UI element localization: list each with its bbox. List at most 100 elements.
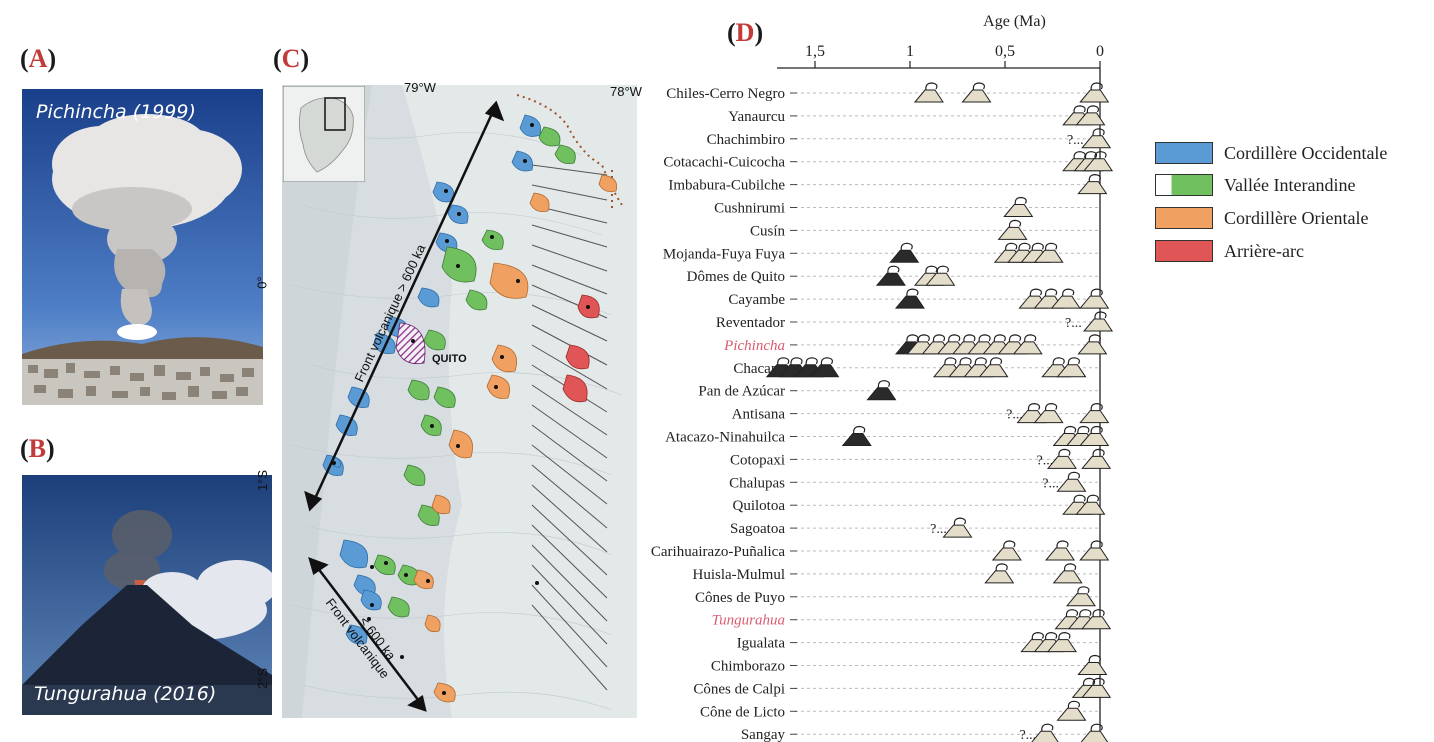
volcano-edifice-icon xyxy=(1031,723,1059,742)
volcano-edifice-icon xyxy=(1081,677,1112,698)
volcano-edifice-icon xyxy=(1046,448,1077,469)
volcano-edifice-icon xyxy=(1050,288,1081,309)
volcano-row: Yanaurcu xyxy=(728,105,1106,126)
volcano-name: Cotacachi-Cuicocha xyxy=(663,155,785,171)
volcano-row: Cône de Licto xyxy=(700,700,1100,721)
uncertain-age-marker: ?... xyxy=(1019,728,1036,742)
volcano-edifice-icon xyxy=(997,219,1028,240)
volcano-edifice-icon xyxy=(894,288,925,309)
volcano-row: Chachimbiro?... xyxy=(707,128,1112,149)
uncertain-age-marker: ?... xyxy=(930,522,947,537)
legend-interandine: Vallée Interandine xyxy=(1155,173,1355,197)
volcano-row: Chimborazo xyxy=(711,654,1108,675)
volcano-name: Huisla-Mulmul xyxy=(693,567,786,583)
volcano-row: Cônes de Calpi xyxy=(693,677,1112,698)
volcano-name: Cayambe xyxy=(728,292,785,308)
volcano-name: Quilotoa xyxy=(733,498,786,514)
occidentale-volcanoes xyxy=(322,114,542,645)
quito-label: QUITO xyxy=(432,353,467,365)
volcano-edifice-icon xyxy=(1080,723,1109,742)
volcano-name: Yanaurcu xyxy=(728,109,785,125)
uncertain-age-marker: ?... xyxy=(1037,453,1054,468)
uncertain-age-marker: ?... xyxy=(1006,408,1023,423)
volcano-edifice-icon xyxy=(1077,334,1108,355)
volcano-name: Sangay xyxy=(741,727,786,742)
legend-swatch-occidentale xyxy=(1155,142,1213,164)
lon-label-79w: 79°W xyxy=(404,80,436,95)
volcano-name: Pichincha xyxy=(723,338,785,354)
volcano-name: Dômes de Quito xyxy=(687,269,785,285)
volcano-row: Huisla-Mulmul xyxy=(693,563,1100,584)
volcano-edifice-icon xyxy=(1083,151,1114,172)
volcano-edifice-icon xyxy=(1081,609,1112,630)
volcano-row: Cusín xyxy=(750,219,1100,240)
volcano-edifice-icon xyxy=(1052,563,1083,584)
volcano-edifice-icon xyxy=(1083,311,1114,332)
volcano-row: Chiles-Cerro Negro xyxy=(666,82,1110,103)
legend-swatch-arriere-arc xyxy=(1155,240,1213,262)
volcano-edifice-icon xyxy=(1079,288,1110,309)
age-axis-title: Age (Ma) xyxy=(983,13,1046,30)
volcano-row: Cushnirumi xyxy=(714,196,1100,217)
volcano-name: Cotopaxi xyxy=(730,452,785,468)
tungurahua-eruption-image xyxy=(22,475,272,715)
volcano-name: Carihuairazo-Puñalica xyxy=(651,544,785,560)
volcano-location-map: QUITO Front volcanique > 600 ka Front vo… xyxy=(282,85,637,718)
volcano-row: Quilotoa xyxy=(733,494,1106,515)
volcano-name: Chachimbiro xyxy=(707,132,785,148)
volcano-edifice-icon xyxy=(925,265,956,286)
uncertain-age-marker: ?... xyxy=(1065,316,1082,331)
legend-arriere-arc: Arrière-arc xyxy=(1155,239,1304,263)
volcano-name: Cônes de Calpi xyxy=(693,681,785,697)
volcano-edifice-icon xyxy=(1056,471,1087,492)
volcano-edifice-icon xyxy=(1079,540,1110,561)
volcano-name: Cône de Licto xyxy=(700,704,785,720)
volcano-edifice-icon xyxy=(1065,586,1096,607)
volcano-edifice-icon xyxy=(809,357,840,378)
volcano-edifice-icon xyxy=(1079,402,1110,424)
panel-d-letter: (D) xyxy=(727,18,764,47)
volcano-name: Atacazo-Ninahuilca xyxy=(665,430,785,446)
panel-a-letter: (A) xyxy=(20,44,57,73)
volcano-name: Antisana xyxy=(732,407,786,423)
front-south-arrow xyxy=(308,556,427,712)
volcano-name: Cusín xyxy=(750,223,786,239)
volcano-row: Mojanda-Fuya Fuya xyxy=(663,242,1100,263)
volcano-name: Chalupas xyxy=(729,475,785,491)
volcano-edifice-icon xyxy=(1077,173,1108,195)
volcano-edifice-icon xyxy=(1056,357,1087,378)
volcano-rows: Chiles-Cerro Negro Yanaurcu Chachimbiro?..… xyxy=(651,82,1114,742)
volcano-edifice-icon xyxy=(913,82,944,103)
panel-c-letter: (C) xyxy=(273,44,310,73)
arriere-arc-volcanoes xyxy=(562,294,600,403)
legend-swatch-orientale xyxy=(1155,207,1213,229)
volcano-name: Chimborazo xyxy=(711,659,785,675)
volcano-edifice-icon xyxy=(1081,128,1112,149)
volcano-row: Reventador?... xyxy=(716,311,1114,332)
volcano-edifice-icon xyxy=(1077,654,1108,675)
volcano-edifice-icon xyxy=(1033,242,1064,263)
photo-pichincha: Pichincha (1999) xyxy=(22,89,263,405)
uncertain-age-marker: ?... xyxy=(1067,133,1084,148)
volcano-row: Pichincha xyxy=(723,334,1108,355)
pichincha-hatched-zone xyxy=(395,322,426,365)
volcano-row: Antisana?... xyxy=(732,402,1110,424)
volcano-edifice-icon xyxy=(1056,700,1087,721)
volcano-row: Chalupas?... xyxy=(729,471,1100,492)
volcano-name: Sagoatoa xyxy=(730,521,785,537)
volcano-row: Cotacachi-Cuicocha xyxy=(663,151,1114,172)
panel-b-letter: (B) xyxy=(20,434,55,463)
volcano-name: Pan de Azúcar xyxy=(698,384,785,400)
legend-swatch-interandine xyxy=(1155,174,1213,196)
volcano-edifice-icon xyxy=(1012,334,1043,355)
legend-label-arriere-arc: Arrière-arc xyxy=(1224,240,1304,261)
volcano-edifice-icon xyxy=(1075,494,1106,515)
volcano-name: Igualata xyxy=(737,636,786,652)
pichincha-eruption-image xyxy=(22,89,263,405)
volcano-edifice-icon xyxy=(1003,196,1034,217)
lon-label-78w: 78°W xyxy=(610,84,642,99)
volcano-row: Dômes de Quito xyxy=(687,265,1100,286)
legend-label-orientale: Cordillère Orientale xyxy=(1224,207,1369,228)
front-north-arrow xyxy=(304,100,505,512)
interandine-volcanoes xyxy=(373,126,576,618)
